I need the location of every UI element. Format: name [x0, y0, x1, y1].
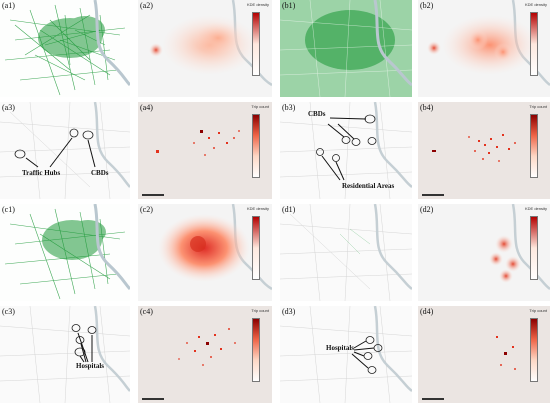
panel-label: (d2) [420, 205, 434, 214]
panel-label: (c1) [2, 205, 15, 214]
annotation-hospitals: Hospitals [76, 362, 105, 370]
colorbar [252, 114, 260, 178]
annotation-residential-areas: Residential Areas [342, 182, 395, 190]
panel-label: (a4) [140, 103, 153, 112]
panel-c2: KDE density (c2) [138, 204, 272, 301]
panel-c4: Trip count (c4) [138, 306, 272, 403]
colorbar-title: KDE density [524, 206, 547, 211]
scale-bar [422, 398, 444, 400]
road-map-d3 [280, 306, 412, 403]
green-map-d1 [280, 204, 412, 301]
road-map-c3 [0, 306, 130, 403]
trip-heatmap-d4 [418, 306, 550, 403]
panel-label: (b2) [420, 1, 434, 10]
colorbar [252, 216, 260, 280]
panel-a1: (a1) [0, 0, 130, 97]
panel-d3: Hospitals (d3) [280, 306, 412, 403]
colorbar [252, 318, 260, 382]
panel-d2: KDE density (d2) [418, 204, 550, 301]
scale-bar [142, 194, 164, 196]
panel-c3: Hospitals (c3) [0, 306, 130, 403]
panel-b1: (b1) [280, 0, 412, 97]
colorbar [530, 114, 538, 178]
green-map-c1 [0, 204, 130, 301]
scale-bar [422, 194, 444, 196]
colorbar [530, 12, 538, 76]
panel-c1: (c1) [0, 204, 130, 301]
scale-bar [142, 398, 164, 400]
annotation-hospitals: Hospitals [326, 344, 355, 352]
colorbar-title: Trip count [251, 104, 269, 109]
colorbar-title: Trip count [251, 308, 269, 313]
panel-b4: Trip count (b4) [418, 102, 550, 199]
panel-d4: Trip count (d4) [418, 306, 550, 403]
annotation-cbds: CBDs [308, 110, 326, 118]
panel-b2: KDE density (b2) [418, 0, 550, 97]
kde-map-d2 [418, 204, 550, 301]
green-map-b1 [280, 0, 412, 97]
panel-label: (a1) [2, 1, 15, 10]
panel-label: (c4) [140, 307, 153, 316]
panel-label: (c2) [140, 205, 153, 214]
colorbar-title: KDE density [524, 2, 547, 7]
colorbar [530, 216, 538, 280]
colorbar-title: Trip count [529, 104, 547, 109]
panel-label: (b1) [282, 1, 296, 10]
kde-map-b2 [418, 0, 550, 97]
panel-label: (b3) [282, 103, 296, 112]
trip-heatmap-b4 [418, 102, 550, 199]
panel-d1: (d1) [280, 204, 412, 301]
colorbar-title: KDE density [246, 2, 269, 7]
trip-heatmap-a4 [138, 102, 272, 199]
panel-a3: Traffic Hubs CBDs (a3) [0, 102, 130, 199]
road-map-a3 [0, 102, 130, 199]
kde-map-c2 [138, 204, 272, 301]
panel-a4: Trip count (a4) [138, 102, 272, 199]
road-map-b3 [280, 102, 412, 199]
colorbar [252, 12, 260, 76]
annotation-traffic-hubs: Traffic Hubs [22, 169, 61, 177]
kde-map-a2 [138, 0, 272, 97]
panel-a2: KDE density (a2) [138, 0, 272, 97]
panel-b3: CBDs Residential Areas (b3) [280, 102, 412, 199]
green-map-a1 [0, 0, 130, 97]
panel-label: (a2) [140, 1, 153, 10]
panel-label: (c3) [2, 307, 15, 316]
panel-label: (b4) [420, 103, 434, 112]
panel-label: (a3) [2, 103, 15, 112]
colorbar-title: KDE density [246, 206, 269, 211]
panel-label: (d3) [282, 307, 296, 316]
panel-label: (d1) [282, 205, 296, 214]
colorbar [530, 318, 538, 382]
panel-label: (d4) [420, 307, 434, 316]
trip-heatmap-c4 [138, 306, 272, 403]
annotation-cbds: CBDs [91, 169, 109, 177]
colorbar-title: Trip count [529, 308, 547, 313]
